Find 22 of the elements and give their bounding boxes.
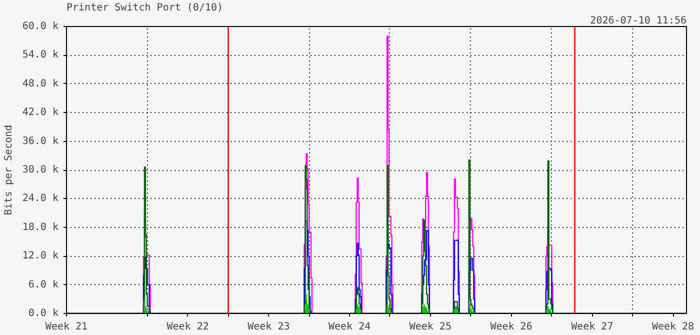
y-tick-label: 54.0 k [22,50,58,61]
x-tick-label: Week 26 [490,322,532,332]
x-tick-label: Week 21 [45,322,88,332]
text: 2026-07-10 11:56 [590,16,686,26]
y-tick-label: 48.0 k [22,78,58,90]
y-tick-label: 12.0 k [22,250,58,262]
x-tick-label: Week 27 [571,322,614,332]
x-tick-label: Week 24 [328,322,371,332]
y-tick-label: 18.0 k [22,222,58,233]
y-tick-label: 24.0 k [22,193,58,204]
chart-title: Printer Switch Port (0/10) [66,2,224,14]
y-tick-label: 60.0 k [22,21,58,32]
y-tick-label: 42.0 k [22,107,58,118]
y-tick-label: 0.0 k [28,308,59,319]
x-tick-label: Week 22 [166,322,209,332]
x-tick-label: Week 28 [652,322,694,332]
y-tick-label: 6.0 k [28,279,59,290]
y-axis-title: Bits per Second [3,124,14,216]
x-tick-label: Week 23 [248,322,290,332]
y-tick-label: 30.0 k [22,164,58,176]
y-tick-label: 36.0 k [22,136,58,147]
x-tick-label: Week 25 [409,322,452,332]
